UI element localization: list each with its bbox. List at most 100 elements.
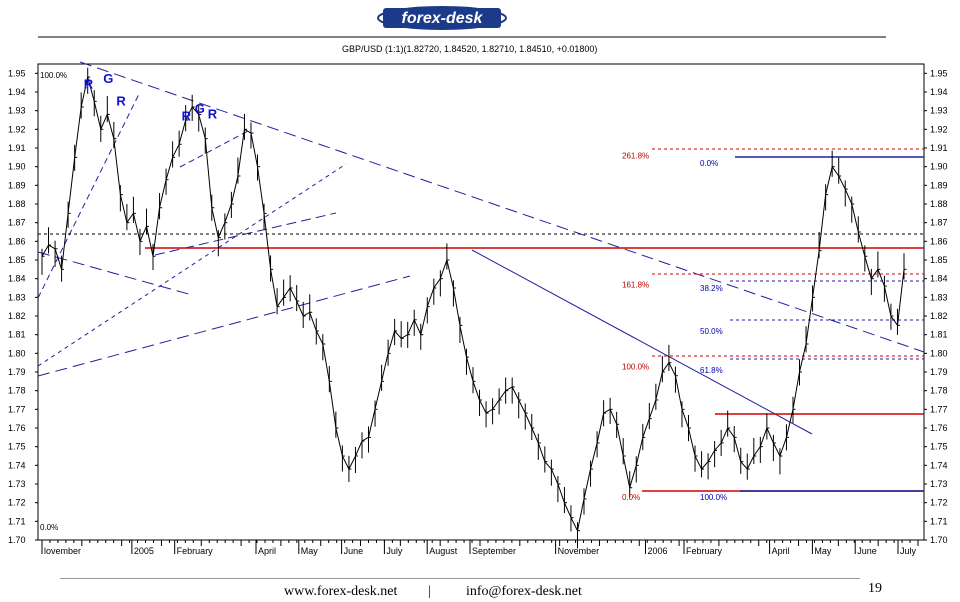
y-tick-label-left: 1.78 bbox=[8, 386, 26, 396]
y-tick-label-right: 1.87 bbox=[930, 218, 948, 228]
y-tick-label-left: 1.71 bbox=[8, 516, 26, 526]
x-tick-label: May bbox=[814, 546, 832, 556]
logo-text: forex-desk bbox=[402, 10, 484, 27]
fib-label: 50.0% bbox=[700, 327, 723, 336]
trendline-small bbox=[179, 130, 249, 168]
pattern-label: G bbox=[195, 101, 205, 116]
trendline-left-descending bbox=[37, 251, 193, 296]
y-tick-label-left: 1.86 bbox=[8, 236, 26, 246]
y-tick-label-right: 1.81 bbox=[930, 330, 948, 340]
y-tick-label-right: 1.94 bbox=[930, 87, 948, 97]
y-tick-label-right: 1.71 bbox=[930, 516, 948, 526]
y-tick-label-left: 1.72 bbox=[8, 498, 26, 508]
y-axis-right: 1.95 1.94 1.93 1.92 1.91 1.90 1.89 1.88 1.87 1.86… bbox=[924, 68, 948, 545]
footer-email[interactable]: info@forex-desk.net bbox=[466, 584, 582, 599]
x-tick-label: June bbox=[857, 546, 877, 556]
pattern-label: R bbox=[116, 93, 126, 108]
fib-label: 38.2% bbox=[700, 284, 723, 293]
y-tick-label-right: 1.77 bbox=[930, 404, 948, 414]
y-tick-label-right: 1.84 bbox=[930, 274, 948, 284]
y-tick-label-right: 1.90 bbox=[930, 162, 948, 172]
trendline-bottom-dashed bbox=[37, 275, 411, 377]
y-tick-label-left: 1.87 bbox=[8, 218, 26, 228]
y-tick-label-right: 1.85 bbox=[930, 255, 948, 265]
y-tick-label-left: 1.93 bbox=[8, 106, 26, 116]
y-tick-label-right: 1.73 bbox=[930, 479, 948, 489]
y-tick-label-right: 1.83 bbox=[930, 292, 948, 302]
trendline-top-dashed bbox=[79, 61, 925, 353]
y-tick-label-left: 1.75 bbox=[8, 442, 26, 452]
x-axis: lovember 2005 February April May June July Augu… bbox=[41, 540, 919, 556]
y-tick-label-left: 1.83 bbox=[8, 292, 26, 302]
y-tick-label-right: 1.91 bbox=[930, 143, 948, 153]
fib-label: 0.0% bbox=[622, 493, 640, 502]
chart-title: GBP/USD (1:1)(1.82720, 1.84520, 1.82710,… bbox=[342, 44, 597, 54]
x-tick-label: July bbox=[386, 546, 403, 556]
y-tick-label-left: 1.92 bbox=[8, 124, 26, 134]
y-tick-label-right: 1.72 bbox=[930, 498, 948, 508]
y-tick-label-right: 1.88 bbox=[930, 199, 948, 209]
pattern-label: G bbox=[103, 71, 113, 86]
trendlines bbox=[37, 61, 925, 492]
y-tick-label-right: 1.79 bbox=[930, 367, 948, 377]
x-tick-label: September bbox=[472, 546, 516, 556]
fib-label: 0.0% bbox=[700, 159, 718, 168]
price-series bbox=[41, 67, 907, 549]
x-tick-label: April bbox=[772, 546, 790, 556]
y-tick-label-right: 1.78 bbox=[930, 386, 948, 396]
y-tick-label-left: 1.85 bbox=[8, 255, 26, 265]
x-tick-label: July bbox=[900, 546, 917, 556]
y-tick-label-right: 1.95 bbox=[930, 68, 948, 78]
y-tick-label-left: 1.89 bbox=[8, 180, 26, 190]
logo-bar bbox=[383, 8, 501, 28]
y-tick-label-left: 1.70 bbox=[8, 535, 26, 545]
y-tick-label-right: 1.80 bbox=[930, 348, 948, 358]
y-tick-label-left: 1.74 bbox=[8, 460, 26, 470]
plot-frame bbox=[37, 63, 925, 541]
y-tick-label-right: 1.89 bbox=[930, 180, 948, 190]
y-tick-label-right: 1.86 bbox=[930, 236, 948, 246]
y-tick-label-right: 1.70 bbox=[930, 535, 948, 545]
annotation-labels: 261.8% 161.8% 100.0% 0.0% 0.0% 38.2% 50.0% 61.8… bbox=[40, 71, 727, 532]
page-number: 19 bbox=[868, 581, 882, 596]
y-tick-label-left: 1.81 bbox=[8, 330, 26, 340]
x-tick-label: August bbox=[429, 546, 458, 556]
y-tick-label-left: 1.76 bbox=[8, 423, 26, 433]
y-tick-label-left: 1.80 bbox=[8, 348, 26, 358]
fib-label: 161.8% bbox=[622, 280, 649, 289]
logo-swoosh bbox=[377, 6, 507, 30]
trendline-mid-rising bbox=[37, 163, 347, 367]
fib-label: 100.0% bbox=[622, 362, 649, 371]
y-tick-label-left: 1.88 bbox=[8, 199, 26, 209]
footer-website[interactable]: www.forex-desk.net bbox=[284, 584, 398, 599]
y-tick-label-right: 1.93 bbox=[930, 106, 948, 116]
y-tick-label-left: 1.84 bbox=[8, 274, 26, 284]
y-tick-label-left: 1.79 bbox=[8, 367, 26, 377]
pattern-label: R bbox=[84, 77, 94, 92]
footer: www.forex-desk.net | info@forex-desk.net… bbox=[0, 578, 960, 602]
x-tick-label: April bbox=[258, 546, 276, 556]
x-tick-label: June bbox=[344, 546, 364, 556]
y-tick-label-right: 1.74 bbox=[930, 460, 948, 470]
trendline-left-steep bbox=[37, 91, 141, 299]
x-tick-label: 2006 bbox=[647, 546, 667, 556]
footer-separator: | bbox=[428, 584, 431, 599]
y-tick-label-right: 1.75 bbox=[930, 442, 948, 452]
y-tick-label-right: 1.82 bbox=[930, 311, 948, 321]
fib-label: 100.0% bbox=[700, 493, 727, 502]
y-tick-label-left: 1.82 bbox=[8, 311, 26, 321]
logo: forex-desk bbox=[377, 6, 507, 30]
fib-label-left: 0.0% bbox=[40, 523, 58, 532]
x-tick-label: November bbox=[558, 546, 600, 556]
y-axis-left: 1.95 1.94 1.93 1.92 1.91 1.90 1.89 1.88 1.87 1.86… bbox=[8, 68, 38, 545]
x-tick-label: lovember bbox=[44, 546, 81, 556]
pattern-label: R bbox=[208, 107, 218, 122]
y-tick-label-right: 1.76 bbox=[930, 423, 948, 433]
fib-label-left: 100.0% bbox=[40, 71, 67, 80]
x-tick-label: February bbox=[686, 546, 723, 556]
y-tick-label-left: 1.95 bbox=[8, 68, 26, 78]
y-tick-label-right: 1.92 bbox=[930, 124, 948, 134]
fib-label: 61.8% bbox=[700, 366, 723, 375]
footer-rule bbox=[60, 578, 860, 579]
price-line bbox=[41, 76, 905, 533]
